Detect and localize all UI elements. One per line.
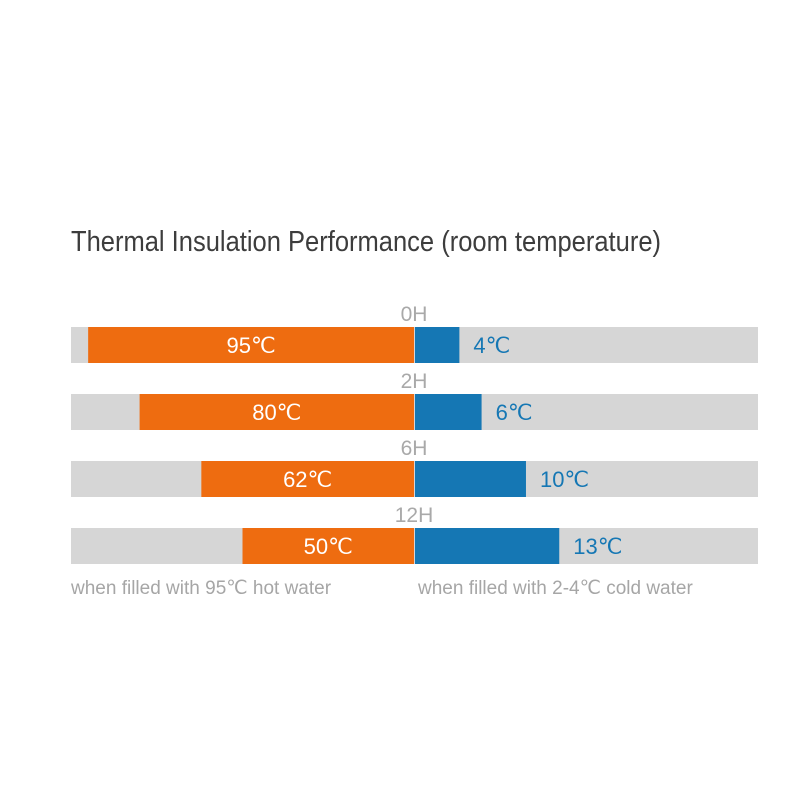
hot-bar (139, 394, 414, 430)
cold-value-label: 4℃ (473, 333, 510, 358)
cold-value-label: 10℃ (540, 467, 589, 492)
cold-value-label: 6℃ (496, 400, 533, 425)
hot-value-label: 95℃ (226, 333, 275, 358)
cold-bar (415, 461, 526, 497)
hot-bar (201, 461, 414, 497)
bar-track (71, 461, 758, 497)
cold-value-label: 13℃ (573, 534, 622, 559)
bar-track (71, 528, 758, 564)
hot-value-label: 80℃ (252, 400, 301, 425)
cold-bar (415, 327, 460, 363)
cold-bar (415, 394, 482, 430)
time-label: 0H (401, 303, 428, 326)
time-label: 12H (395, 504, 434, 527)
hot-value-label: 62℃ (283, 467, 332, 492)
time-label: 6H (401, 437, 428, 460)
hot-water-caption: when filled with 95℃ hot water (71, 578, 332, 599)
cold-water-caption: when filled with 2-4℃ cold water (418, 578, 693, 599)
hot-value-label: 50℃ (304, 534, 353, 559)
hot-bar (242, 528, 414, 564)
cold-bar (415, 528, 560, 564)
chart-title: Thermal Insulation Performance (room tem… (71, 226, 662, 258)
hot-bar (88, 327, 415, 363)
time-label: 2H (401, 370, 428, 393)
